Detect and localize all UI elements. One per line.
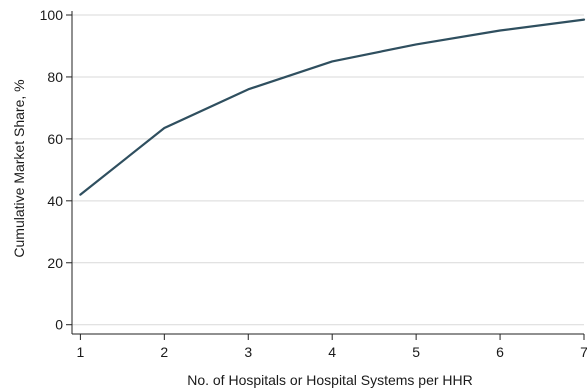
x-tick-label-7: 7 (580, 344, 587, 360)
x-tick-label-3: 3 (244, 344, 252, 360)
y-tick-label-100: 100 (40, 7, 64, 23)
grid-lines (72, 14, 584, 326)
x-axis-title: No. of Hospitals or Hospital Systems per… (187, 372, 473, 388)
series-group (79, 18, 586, 196)
y-tick-label-80: 80 (47, 69, 63, 85)
y-tick-label-60: 60 (47, 131, 63, 147)
series-line-0 (79, 18, 586, 196)
x-tick-label-2: 2 (160, 344, 168, 360)
x-tick-label-1: 1 (76, 344, 84, 360)
y-tick-label-40: 40 (47, 193, 63, 209)
axes (71, 11, 584, 335)
y-tick-label-0: 0 (55, 317, 63, 333)
x-tick-label-6: 6 (496, 344, 504, 360)
x-tick-label-4: 4 (328, 344, 336, 360)
x-tick-label-5: 5 (412, 344, 420, 360)
y-axis-ticks: 0 20 40 60 80 100 (40, 7, 72, 333)
x-axis-ticks: 1 2 3 4 5 6 7 (76, 334, 587, 360)
y-tick-label-20: 20 (47, 255, 63, 271)
y-axis-title: Cumulative Market Share, % (11, 79, 27, 257)
